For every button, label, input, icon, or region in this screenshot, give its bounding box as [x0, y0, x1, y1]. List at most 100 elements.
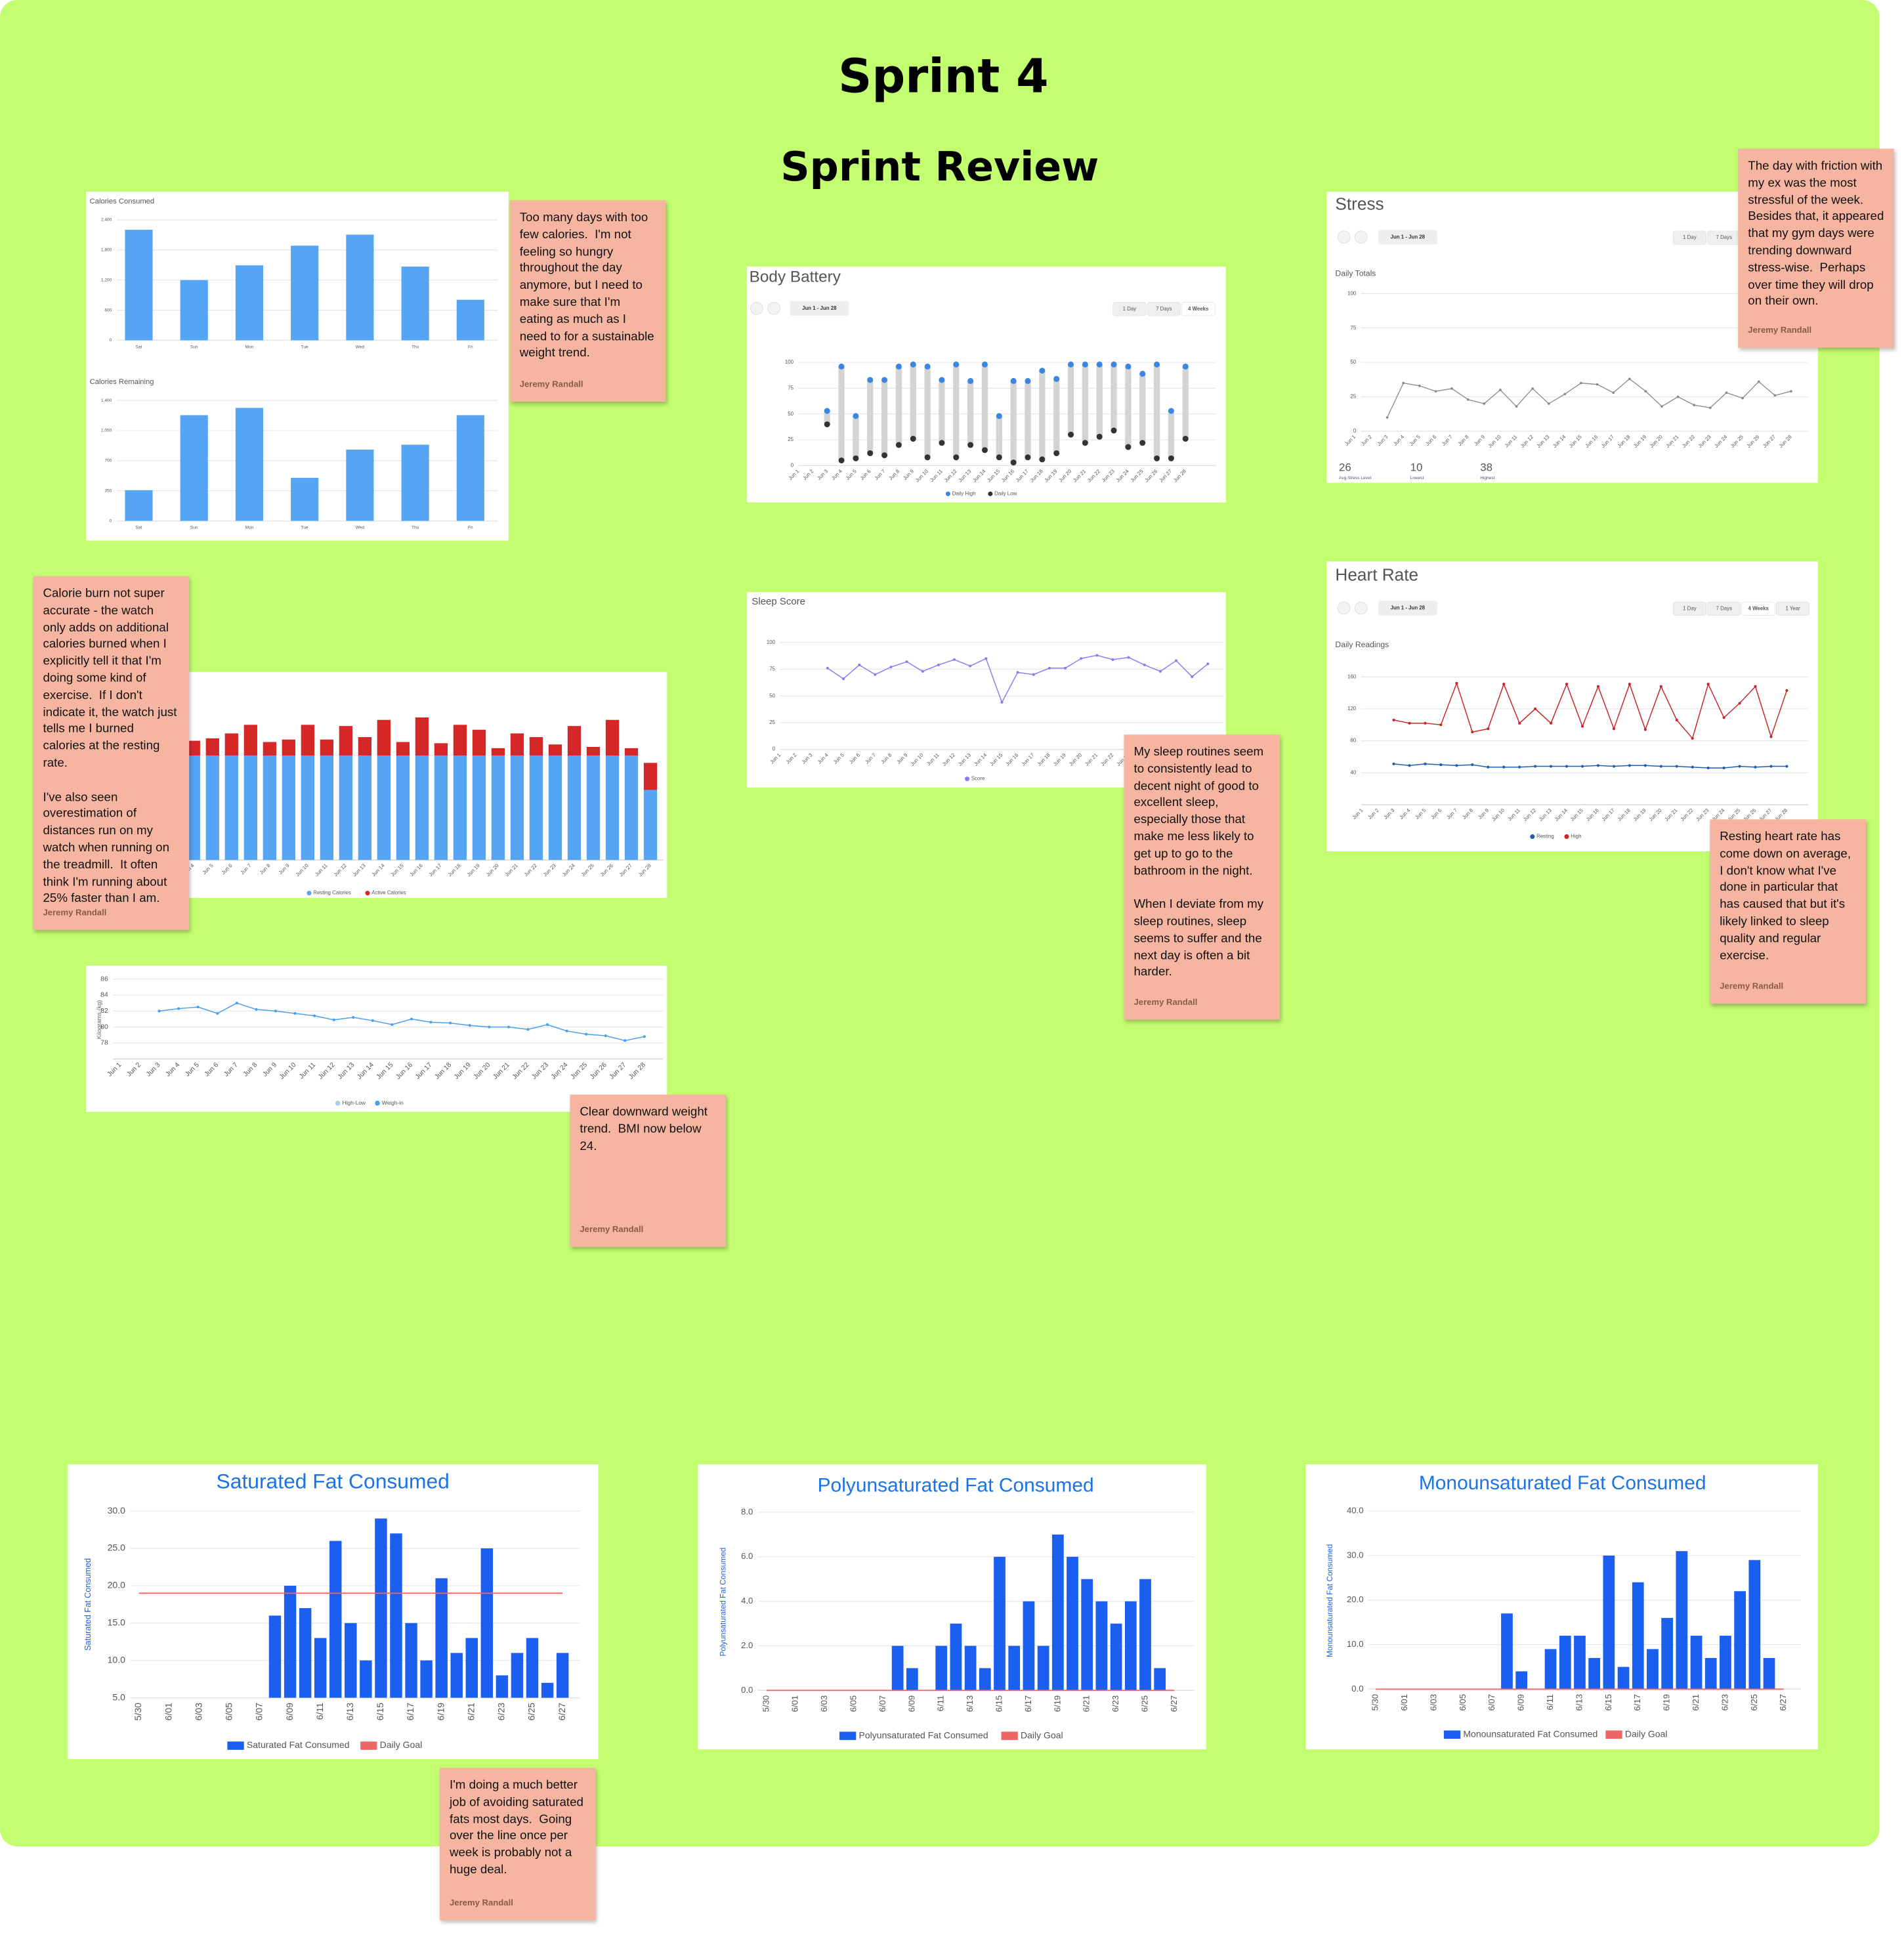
y-tick-label: 1,400: [101, 398, 112, 403]
y-tick-label: 50: [1351, 359, 1357, 365]
y-tick-label: 2,400: [101, 218, 112, 223]
bar-segment: [301, 725, 314, 756]
sticky-note: My sleep routines seem to consistently l…: [1124, 734, 1280, 1020]
bar: [291, 245, 319, 341]
series-point: [858, 663, 861, 667]
date-range: Jun 1 - Jun 28: [802, 305, 837, 311]
series-point: [1392, 762, 1395, 765]
range-point: [1168, 408, 1174, 414]
series-point: [313, 1014, 316, 1017]
range-bar: [1139, 373, 1146, 443]
series-point: [468, 1024, 471, 1027]
series-point: [1158, 670, 1162, 673]
note-text: I'm doing a much better job of avoiding …: [450, 1779, 587, 1877]
range-bar: [1039, 370, 1046, 459]
series-point: [545, 1023, 549, 1027]
range-bar: [967, 381, 974, 445]
y-tick-label: 82: [100, 1008, 108, 1015]
bar-segment: [434, 743, 448, 756]
bar: [1617, 1667, 1630, 1690]
y-tick-label: 10.0: [108, 1654, 125, 1665]
bar: [390, 1533, 402, 1698]
range-bar: [895, 366, 902, 445]
series-point: [1424, 762, 1427, 765]
bar-segment: [396, 742, 410, 756]
series-point: [1643, 728, 1647, 731]
series-point: [1502, 683, 1506, 686]
x-tick-label: 6/23: [1111, 1695, 1120, 1712]
series-point: [1612, 765, 1615, 768]
range-point: [838, 457, 845, 463]
bar: [456, 415, 484, 521]
y-axis-label: Kilograms (kg): [96, 1000, 102, 1040]
x-tick-label: Tue: [301, 526, 308, 530]
series-point: [1534, 707, 1537, 710]
x-tick-label: 6/25: [526, 1703, 537, 1720]
y-tick-label: 1,200: [101, 278, 112, 282]
series-point: [158, 1010, 161, 1013]
x-tick-label: 6/09: [284, 1703, 295, 1720]
bar: [1704, 1657, 1717, 1690]
range-bar: [1182, 366, 1189, 439]
series-point: [1032, 673, 1035, 676]
bar-segment: [186, 740, 200, 756]
series-point: [952, 658, 956, 661]
series-point: [255, 1008, 258, 1011]
y-tick-label: 40.0: [1347, 1506, 1363, 1516]
series-point: [1418, 384, 1421, 387]
range-point: [953, 454, 960, 461]
range-point: [1125, 363, 1132, 370]
bar: [964, 1646, 977, 1691]
range-button-label: 1 Day: [1123, 306, 1137, 312]
bar: [556, 1653, 569, 1698]
x-tick-label: 6/05: [849, 1695, 858, 1712]
range-point: [1096, 433, 1103, 440]
legend-swatch: [1001, 1732, 1018, 1740]
range-point: [939, 440, 945, 446]
series-point: [1596, 764, 1600, 767]
y-tick-label: 84: [100, 992, 108, 999]
bar: [284, 1585, 297, 1698]
series-line: [1393, 681, 1788, 740]
bar-segment: [548, 744, 562, 756]
bar: [1023, 1601, 1035, 1691]
legend-swatch: [839, 1732, 857, 1740]
y-tick-label: 30.0: [108, 1505, 125, 1516]
bar: [1676, 1551, 1688, 1690]
range-button: [1672, 601, 1707, 616]
sticky-note: Calorie burn not super accurate - the wa…: [33, 576, 190, 930]
y-axis-label: Polyunsaturated Fat Consumed: [719, 1548, 727, 1657]
series-point: [969, 664, 972, 668]
x-tick-label: 6/09: [906, 1695, 916, 1712]
y-tick-label: 0: [110, 519, 112, 523]
bar-segment: [282, 739, 295, 756]
nav-button: [1337, 230, 1351, 244]
series-point: [1143, 663, 1146, 667]
range-bar: [1125, 366, 1132, 448]
x-tick-label: Thu: [412, 345, 419, 349]
x-tick-label: 5/30: [1370, 1694, 1380, 1711]
y-tick-label: 0: [110, 338, 112, 343]
note-author: Jeremy Randall: [1748, 326, 1812, 335]
range-point: [924, 363, 931, 370]
series-point: [1534, 765, 1537, 768]
legend-label: Polyunsaturated Fat Consumed: [859, 1730, 988, 1740]
bar: [1603, 1555, 1615, 1690]
series-point: [585, 1032, 588, 1036]
range-bar: [1067, 364, 1074, 435]
legend-swatch: [988, 491, 993, 496]
bar-segment: [243, 755, 257, 861]
nav-button: [750, 301, 763, 315]
x-tick-label: 6/01: [790, 1695, 800, 1712]
series-point: [1424, 721, 1427, 725]
series-point: [410, 1017, 413, 1021]
bar: [480, 1548, 494, 1698]
legend-label: Resting Calories: [313, 890, 351, 896]
y-tick-label: 4.0: [741, 1596, 753, 1605]
bar: [1588, 1657, 1601, 1690]
series-point: [1628, 764, 1631, 767]
series-point: [1754, 765, 1757, 769]
series-point: [921, 670, 924, 673]
range-bar: [1053, 379, 1060, 454]
bar: [1110, 1623, 1122, 1691]
